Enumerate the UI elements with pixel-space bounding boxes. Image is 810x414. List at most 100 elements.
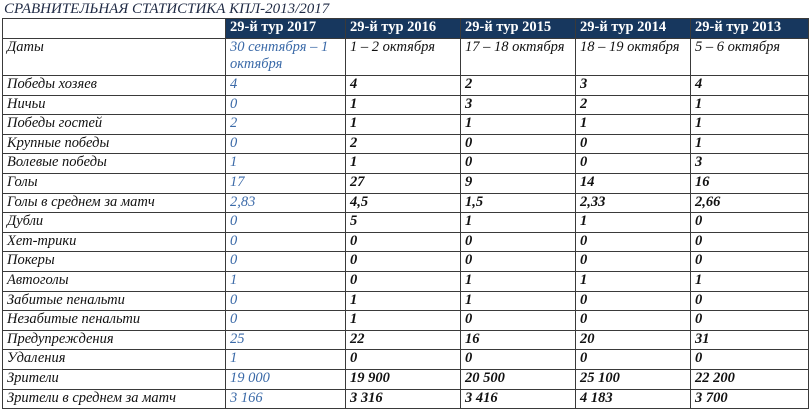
table-cell: 1 <box>690 133 809 155</box>
table-cell: 0 <box>575 310 691 331</box>
table-cell: 22 <box>345 329 461 351</box>
table-cell: 0 <box>690 349 809 370</box>
table-cell: 0 <box>460 251 576 272</box>
table-cell: 1 <box>575 212 691 233</box>
table-cell: 4 <box>690 75 809 96</box>
table-cell: 3 700 <box>690 388 809 410</box>
table-cell: 0 <box>690 212 809 233</box>
table-title: СРАВНИТЕЛЬНАЯ СТАТИСТИКА КПЛ-2013/2017 <box>4 1 330 17</box>
table-cell: 0 <box>345 231 461 253</box>
table-cell: 0 <box>460 133 576 155</box>
table-cell: 1 <box>690 94 809 116</box>
table-cell: 20 <box>575 329 691 351</box>
table-row: Незабитые пенальти 0 1 0 0 0 <box>2 310 809 331</box>
table-cell: 3 166 <box>225 388 346 410</box>
table-cell: 2,33 <box>575 192 691 214</box>
table-cell: 1 <box>690 114 809 135</box>
table-cell: 16 <box>460 329 576 351</box>
table-cell: 1 <box>345 290 461 312</box>
table-cell: 0 <box>460 153 576 174</box>
row-label: Предупреждения <box>2 329 226 351</box>
table-cell: 0 <box>690 231 809 253</box>
row-label: Волевые победы <box>2 153 226 174</box>
header-cell: 29-й тур 2016 <box>345 18 461 39</box>
table-cell: 0 <box>225 94 346 116</box>
table-cell: 19 900 <box>345 368 461 390</box>
header-cell <box>2 18 226 39</box>
header-cell: 29-й тур 2014 <box>575 18 691 39</box>
row-label: Крупные победы <box>2 133 226 155</box>
table-cell: 4 <box>345 75 461 96</box>
table-cell: 0 <box>575 349 691 370</box>
table-cell: 3 416 <box>460 388 576 410</box>
table-cell: 0 <box>225 212 346 233</box>
table-cell: 0 <box>225 251 346 272</box>
table-cell: 1 <box>225 270 346 292</box>
table-cell: 25 100 <box>575 368 691 390</box>
table-cell: 18 – 19 октября <box>575 38 691 76</box>
table-cell: 1 <box>345 94 461 116</box>
table-cell: 1 <box>345 114 461 135</box>
table-cell: 1 <box>345 153 461 174</box>
table-cell: 20 500 <box>460 368 576 390</box>
table-cell: 9 <box>460 172 576 194</box>
table-row: Победы хозяев 4 4 2 3 4 <box>2 75 809 96</box>
table-cell: 0 <box>225 290 346 312</box>
table-cell: 0 <box>345 349 461 370</box>
row-label: Победы гостей <box>2 114 226 135</box>
table-row: Хет-трики 0 0 0 0 0 <box>2 231 809 253</box>
table-row: Голы 17 27 9 14 16 <box>2 172 809 194</box>
table-cell: 2 <box>225 114 346 135</box>
table-cell: 5 <box>345 212 461 233</box>
row-label: Даты <box>2 38 226 76</box>
table-cell: 0 <box>225 310 346 331</box>
table-cell: 16 <box>690 172 809 194</box>
table-cell: 0 <box>345 270 461 292</box>
row-label: Голы <box>2 172 226 194</box>
row-label: Покеры <box>2 251 226 272</box>
table-cell: 0 <box>460 231 576 253</box>
table-cell: 27 <box>345 172 461 194</box>
table-row: Победы гостей 2 1 1 1 1 <box>2 114 809 135</box>
stats-table: 29-й тур 2017 29-й тур 2016 29-й тур 2015 2… <box>2 18 809 410</box>
row-label: Удаления <box>2 349 226 370</box>
table-row: Голы в среднем за матч 2,83 4,5 1,5 2,33 2,66 <box>2 192 809 214</box>
table-cell: 1,5 <box>460 192 576 214</box>
row-label: Хет-трики <box>2 231 226 253</box>
table-cell: 2 <box>575 94 691 116</box>
table-cell: 4 <box>225 75 346 96</box>
header-cell: 29-й тур 2015 <box>460 18 576 39</box>
table-cell: 1 <box>345 310 461 331</box>
table-row: Автоголы 1 0 1 1 1 <box>2 270 809 292</box>
table-cell: 1 <box>575 270 691 292</box>
table-cell: 1 – 2 октября <box>345 38 461 76</box>
table-cell: 1 <box>460 270 576 292</box>
table-cell: 1 <box>460 212 576 233</box>
table-row: Покеры 0 0 0 0 0 <box>2 251 809 272</box>
table-cell: 0 <box>690 251 809 272</box>
table-cell: 0 <box>460 310 576 331</box>
table-cell: 17 <box>225 172 346 194</box>
table-row: Забитые пенальти 0 1 1 0 0 <box>2 290 809 312</box>
table-cell: 17 – 18 октября <box>460 38 576 76</box>
table-cell: 0 <box>345 251 461 272</box>
row-label: Забитые пенальти <box>2 290 226 312</box>
table-row: Даты 30 сентября – 1 октября 1 – 2 октября… <box>2 38 809 76</box>
table-row: Удаления 1 0 0 0 0 <box>2 349 809 370</box>
table-row: Ничьи 0 1 3 2 1 <box>2 94 809 116</box>
table-cell: 1 <box>225 349 346 370</box>
table-cell: 0 <box>225 231 346 253</box>
row-label: Дубли <box>2 212 226 233</box>
row-label: Зрители <box>2 368 226 390</box>
table-cell: 0 <box>575 290 691 312</box>
table-cell: 1 <box>690 270 809 292</box>
table-cell: 4,5 <box>345 192 461 214</box>
row-label: Незабитые пенальти <box>2 310 226 331</box>
table-cell: 2 <box>345 133 461 155</box>
table-cell: 31 <box>690 329 809 351</box>
table-cell: 30 сентября – 1 октября <box>225 38 346 76</box>
table-cell: 22 200 <box>690 368 809 390</box>
table-cell: 2,83 <box>225 192 346 214</box>
table-cell: 0 <box>225 133 346 155</box>
